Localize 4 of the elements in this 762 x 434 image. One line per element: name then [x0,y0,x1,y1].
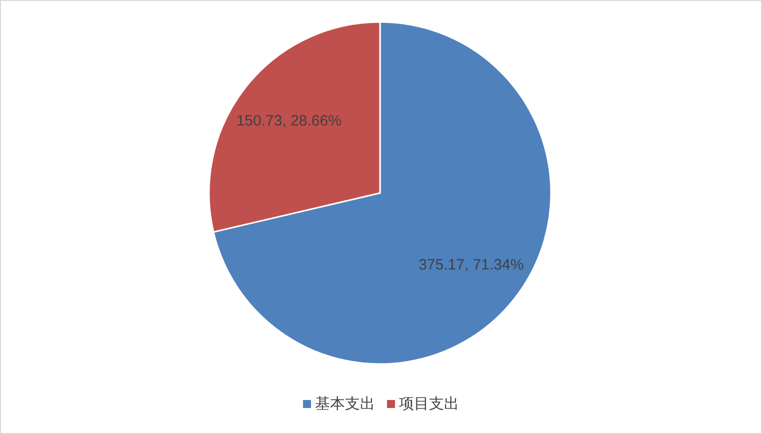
legend-label: 基本支出 [315,396,375,412]
legend-label: 项目支出 [399,396,459,412]
data-label: 150.73, 28.66% [236,112,342,130]
data-label: 375.17, 71.34% [418,256,524,274]
